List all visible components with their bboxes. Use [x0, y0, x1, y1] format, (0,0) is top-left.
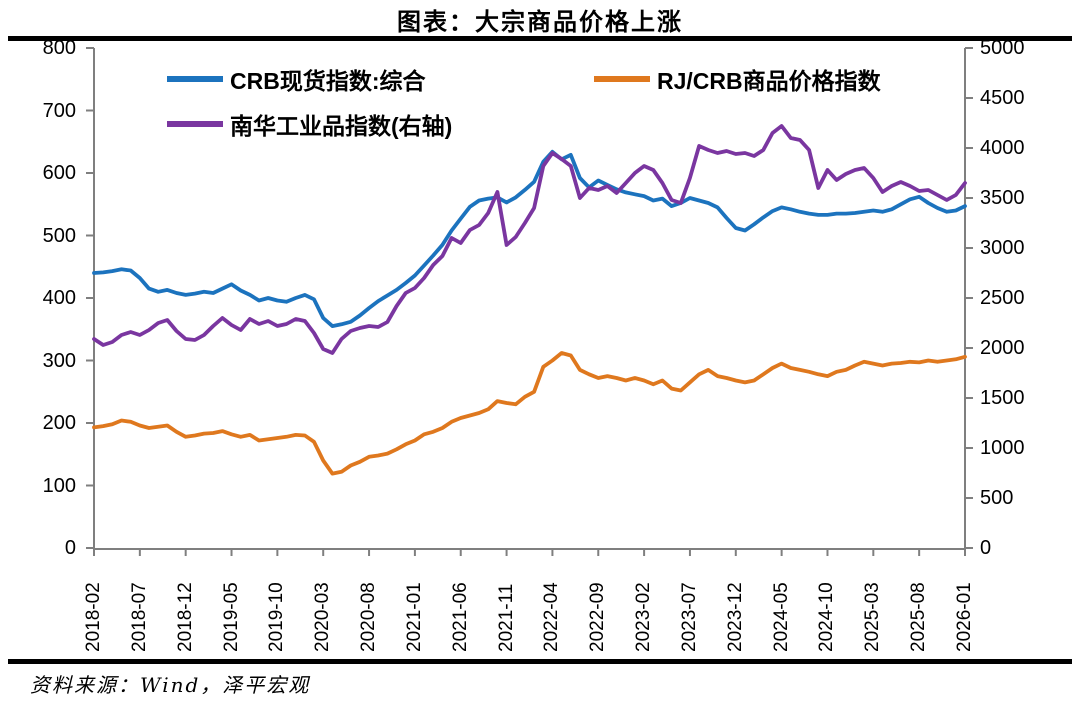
- yleft-tick-label: 100: [42, 474, 76, 497]
- xlabel-tick-label: 2022-09: [587, 582, 609, 652]
- xlabel-tick-label: 2025-03: [862, 582, 884, 652]
- yright-tick-label: 3500: [980, 187, 1025, 209]
- xlabel-tick-label: 2021-06: [449, 582, 471, 652]
- yright-tick-label: 500: [980, 487, 1014, 509]
- yright-tick-label: 1500: [980, 387, 1025, 409]
- legend-item-nanhua: 南华工业品指数(右轴): [167, 107, 452, 141]
- xlabel-tick-label: 2020-03: [312, 582, 334, 652]
- rj-crb-legend-swatch: [594, 76, 650, 82]
- yright-tick-label: 5000: [980, 37, 1025, 59]
- yleft-tick-label: 0: [64, 537, 76, 559]
- yleft-tick-label: 300: [42, 349, 76, 372]
- yright-tick-label: 1000: [980, 437, 1025, 459]
- top-divider-rule: [8, 36, 1072, 41]
- yright-tick-label: 4000: [980, 137, 1025, 159]
- axes-group: [86, 47, 973, 556]
- rj-crb-price-index-line: [92, 351, 967, 476]
- xlabel-tick-label: 2023-12: [724, 582, 746, 652]
- bottom-divider-rule: [8, 659, 1072, 664]
- nanhua-industrial-index-line: [92, 124, 967, 355]
- crb-spot-legend-swatch: [167, 76, 223, 82]
- crb-spot-index-line: [92, 149, 967, 329]
- xlabel-tick-label: 2020-08: [358, 582, 380, 652]
- xlabel-tick-label: 2023-02: [633, 582, 655, 652]
- xlabel-tick-label: 2018-07: [128, 582, 150, 652]
- yright-tick-label: 0: [980, 537, 992, 559]
- xlabel-tick-label: 2022-04: [541, 582, 563, 652]
- xlabel-tick-label: 2024-05: [770, 582, 792, 652]
- xlabel-tick-label: 2024-10: [816, 582, 838, 652]
- rj-crb-legend-label: RJ/CRB商品价格指数: [657, 68, 881, 94]
- nanhua-legend-swatch: [167, 121, 223, 127]
- xlabel-tick-label: 2025-08: [908, 582, 930, 652]
- legend-item-rj-crb: RJ/CRB商品价格指数: [594, 62, 881, 96]
- xlabel-tick-label: 2019-10: [266, 582, 288, 652]
- xlabel-tick-label: 2018-02: [83, 582, 104, 652]
- source-note: 资料来源：Wind，泽平宏观: [30, 673, 311, 697]
- xlabel-tick-label: 2021-11: [495, 583, 517, 652]
- yleft-tick-label: 200: [42, 412, 76, 434]
- yright-tick-label: 2500: [980, 287, 1025, 309]
- legend-item-crb-spot: CRB现货指数:综合: [167, 62, 426, 96]
- yleft-tick-label: 500: [42, 224, 76, 247]
- yright-tick-label: 4500: [980, 87, 1025, 109]
- chart-title: 图表：大宗商品价格上涨: [397, 9, 683, 36]
- xlabel-tick-label: 2023-07: [678, 582, 700, 652]
- yleft-tick-label: 400: [42, 287, 76, 309]
- xlabel-tick-label: 2026-01: [954, 582, 975, 652]
- xlabel-tick-label: 2018-12: [174, 582, 196, 652]
- xlabel-tick-label: 2019-05: [220, 582, 242, 652]
- yleft-tick-label: 800: [42, 37, 76, 59]
- crb-spot-legend-label: CRB现货指数:综合: [230, 68, 426, 94]
- xlabel-tick-label: 2021-01: [403, 582, 425, 652]
- yleft-tick-label: 700: [42, 99, 76, 122]
- yright-tick-label: 3000: [980, 237, 1025, 259]
- nanhua-legend-label: 南华工业品指数(右轴): [230, 113, 453, 139]
- yleft-tick-label: 600: [42, 162, 76, 184]
- yright-tick-label: 2000: [980, 337, 1025, 359]
